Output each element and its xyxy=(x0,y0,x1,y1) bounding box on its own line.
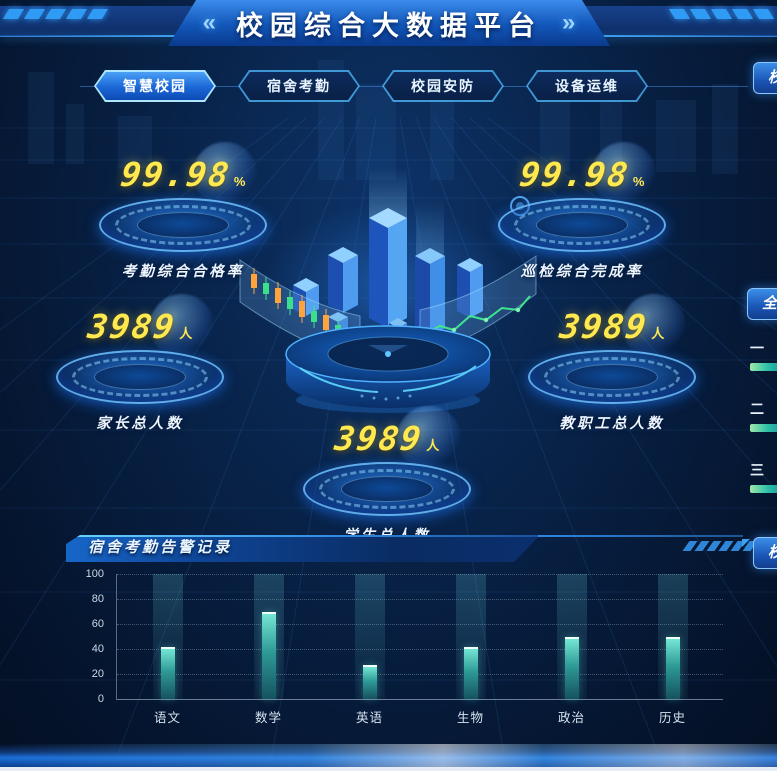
tab-label: 智慧校园 xyxy=(96,72,214,100)
x-category-label: 数学 xyxy=(254,711,282,725)
header-slashes-right-icon xyxy=(668,9,775,19)
y-tick-label: 80 xyxy=(91,593,104,605)
stat-students-total: 3989人 学生总人数 xyxy=(291,406,483,545)
ranking-bar xyxy=(750,485,777,493)
chart-bar xyxy=(261,611,276,699)
stat-platform xyxy=(44,344,236,410)
x-category-label: 历史 xyxy=(658,711,686,725)
chart-bar xyxy=(463,646,478,699)
tab-dorm-attendance[interactable]: 宿舍考勤 xyxy=(238,70,360,102)
tab-row: 智慧校园 宿舍考勤 校园安防 设备运维 xyxy=(94,70,654,104)
stat-parents-total: 3989人 家长总人数 xyxy=(44,294,236,433)
stat-value: 3989 xyxy=(557,307,651,346)
x-category-label: 生物 xyxy=(456,711,484,725)
ranking-item: 三 xyxy=(750,460,777,493)
header: « 校园综合大数据平台 » xyxy=(0,0,777,58)
chart-bar xyxy=(362,665,377,699)
chevron-left-icon: « xyxy=(202,9,216,36)
header-slashes-left-icon xyxy=(2,9,109,19)
stat-label: 考勤综合合格率 xyxy=(121,264,245,280)
stat-unit: % xyxy=(233,174,246,189)
stat-attendance-rate: 99.98% 考勤综合合格率 xyxy=(87,142,279,281)
tab-label: 宿舍考勤 xyxy=(240,72,358,100)
right-panel-chip-middle: 全 xyxy=(747,288,777,320)
stat-label: 教职工总人数 xyxy=(559,416,665,432)
stat-label: 家长总人数 xyxy=(96,416,184,432)
chart-gridline xyxy=(117,599,723,600)
chart-gridline xyxy=(117,574,723,575)
y-tick-label: 40 xyxy=(91,643,104,655)
alarm-header-line xyxy=(538,535,743,537)
tab-equipment-ops[interactable]: 设备运维 xyxy=(526,70,648,102)
chart-gridline xyxy=(117,624,723,625)
right-panel-chip-top: 校 xyxy=(753,62,777,94)
alarm-panel-title: 宿舍考勤告警记录 xyxy=(88,539,233,556)
tab-label: 校园安防 xyxy=(384,72,502,100)
chart-bar xyxy=(665,636,680,699)
x-category-label: 英语 xyxy=(355,711,383,725)
stat-value: 99.98 xyxy=(117,155,233,194)
stat-platform xyxy=(291,456,483,522)
ranking-index: 一 xyxy=(750,340,766,356)
ranking-index: 二 xyxy=(750,401,766,417)
stat-inspection-rate: 99.98% 巡检综合完成率 xyxy=(486,142,678,281)
stat-unit: % xyxy=(632,174,645,189)
header-title-panel: « 校园综合大数据平台 » xyxy=(168,0,610,46)
ranking-item: 一 xyxy=(750,338,777,371)
y-tick-label: 0 xyxy=(97,693,104,705)
tab-campus-security[interactable]: 校园安防 xyxy=(382,70,504,102)
bottom-edge-strip xyxy=(0,767,777,771)
tab-smart-campus[interactable]: 智慧校园 xyxy=(94,70,216,102)
ranking-item: 二 xyxy=(750,399,777,432)
y-tick-label: 20 xyxy=(91,668,104,680)
stat-unit: 人 xyxy=(426,438,440,453)
ranking-bar xyxy=(750,424,777,432)
stat-staff-total: 3989人 教职工总人数 xyxy=(516,294,708,433)
stat-value: 99.98 xyxy=(516,155,632,194)
chart-gridline xyxy=(117,674,723,675)
ranking-bar xyxy=(750,363,777,371)
right-panel-chip-bottom: 校 xyxy=(753,537,777,569)
alarm-chart-plot: 语文 数学 英语 生物 政治 历史 xyxy=(116,574,723,725)
stat-value: 3989 xyxy=(85,307,179,346)
alarm-panel-header: 宿舍考勤告警记录 xyxy=(66,535,540,562)
chart-bar xyxy=(160,646,175,699)
x-category-label: 政治 xyxy=(557,711,585,725)
y-tick-label: 100 xyxy=(85,568,104,580)
ranking-index: 三 xyxy=(750,462,766,478)
x-category-label: 语文 xyxy=(153,711,181,725)
chevron-right-icon: » xyxy=(562,9,576,36)
bottom-glow-bar xyxy=(0,744,777,767)
stat-platform xyxy=(516,344,708,410)
chart-bar xyxy=(564,636,579,699)
stat-platform xyxy=(486,192,678,258)
stat-unit: 人 xyxy=(651,326,665,341)
chart-y-axis: 0 20 40 60 80 100 xyxy=(70,568,108,705)
y-tick-label: 60 xyxy=(91,618,104,630)
stat-value: 3989 xyxy=(332,419,426,458)
alarm-header-endcap-icon xyxy=(742,539,750,547)
alarm-bar-chart: 0 20 40 60 80 100 语文 数学 英语 生物 政治 历史 xyxy=(70,566,760,744)
stat-label: 巡检综合完成率 xyxy=(520,264,644,280)
chart-gridline xyxy=(117,649,723,650)
tab-label: 设备运维 xyxy=(528,72,646,100)
stat-unit: 人 xyxy=(179,326,193,341)
page-title: 校园综合大数据平台 xyxy=(236,10,542,41)
stat-platform xyxy=(87,192,279,258)
